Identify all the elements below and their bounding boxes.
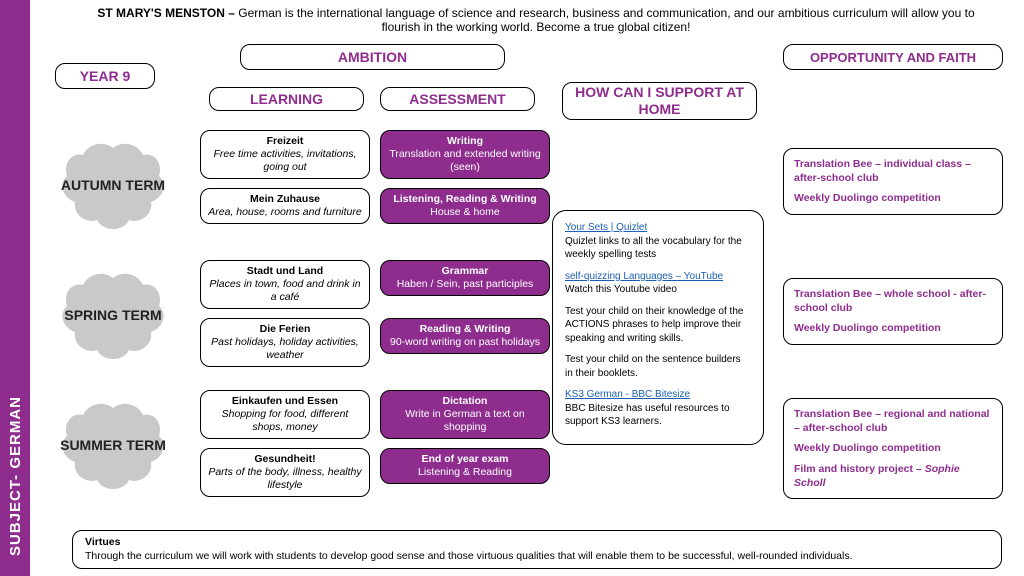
opp-summer-1: Translation Bee – regional and national … (794, 407, 992, 435)
topic-ferien: Die FerienPast holidays, holiday activit… (200, 318, 370, 367)
subject-label: SUBJECT- GERMAN (7, 396, 24, 556)
opp-spring-2: Weekly Duolingo competition (794, 321, 992, 335)
virtues-box: Virtues Through the curriculum we will w… (72, 530, 1002, 569)
virtues-text: Through the curriculum we will work with… (85, 550, 853, 562)
assess-grammar: GrammarHaben / Sein, past participles (380, 260, 550, 296)
topic-gesundheit: Gesundheit!Parts of the body, illness, h… (200, 448, 370, 497)
assess-lrw: Listening, Reading & WritingHouse & home (380, 188, 550, 224)
opp-summer-3: Film and history project – Sophie Scholl (794, 462, 992, 490)
learning-header: LEARNING (209, 87, 364, 111)
opp-autumn: Translation Bee – individual class – aft… (783, 148, 1003, 215)
support-p3: Test your child on their knowledge of th… (565, 305, 751, 346)
subject-sidebar: SUBJECT- GERMAN (0, 0, 30, 576)
topic-einkaufen: Einkaufen und EssenShopping for food, di… (200, 390, 370, 439)
youtube-link[interactable]: self-quizzing Languages – YouTube (565, 270, 751, 284)
bitesize-link[interactable]: KS3 German - BBC Bitesize (565, 388, 751, 402)
spring-term-label: SPRING TERM (58, 270, 168, 360)
header-body: German is the international language of … (238, 6, 974, 34)
assess-dictation: DictationWrite in German a text on shopp… (380, 390, 550, 439)
assess-rw: Reading & Writing90-word writing on past… (380, 318, 550, 354)
spring-term-shell: SPRING TERM (58, 270, 168, 360)
opp-autumn-2: Weekly Duolingo competition (794, 191, 992, 205)
opportunity-faith-pill: OPPORTUNITY AND FAITH (783, 44, 1003, 70)
support-p4: Test your child on the sentence builders… (565, 353, 751, 380)
opp-spring-1: Translation Bee – whole school - after-s… (794, 287, 992, 315)
support-p2: Watch this Youtube video (565, 283, 751, 297)
opp-summer-2: Weekly Duolingo competition (794, 441, 992, 455)
autumn-term-label: AUTUMN TERM (58, 140, 168, 230)
assess-eoy: End of year examListening & Reading (380, 448, 550, 484)
support-p5: BBC Bitesize has useful resources to sup… (565, 402, 751, 429)
assessment-header: ASSESSMENT (380, 87, 535, 111)
topic-stadt: Stadt und LandPlaces in town, food and d… (200, 260, 370, 309)
opp-autumn-1: Translation Bee – individual class – aft… (794, 157, 992, 185)
topic-zuhause: Mein ZuhauseArea, house, rooms and furni… (200, 188, 370, 224)
virtues-title: Virtues (85, 536, 120, 548)
ambition-pill: AMBITION (240, 44, 505, 70)
support-at-home-box: Your Sets | Quizlet Quizlet links to all… (552, 210, 764, 445)
opp-summer: Translation Bee – regional and national … (783, 398, 1003, 499)
support-header: HOW CAN I SUPPORT AT HOME (562, 82, 757, 120)
year9-pill: YEAR 9 (55, 63, 155, 89)
header-text: ST MARY'S MENSTON – German is the intern… (86, 6, 986, 34)
assess-writing: WritingTranslation and extended writing … (380, 130, 550, 179)
header-bold: ST MARY'S MENSTON – (97, 6, 238, 20)
quizlet-link[interactable]: Your Sets | Quizlet (565, 221, 751, 235)
opp-spring: Translation Bee – whole school - after-s… (783, 278, 1003, 345)
support-p1: Quizlet links to all the vocabulary for … (565, 235, 751, 262)
autumn-term-shell: AUTUMN TERM (58, 140, 168, 230)
summer-term-label: SUMMER TERM (58, 400, 168, 490)
topic-freizeit: FreizeitFree time activities, invitation… (200, 130, 370, 179)
summer-term-shell: SUMMER TERM (58, 400, 168, 490)
